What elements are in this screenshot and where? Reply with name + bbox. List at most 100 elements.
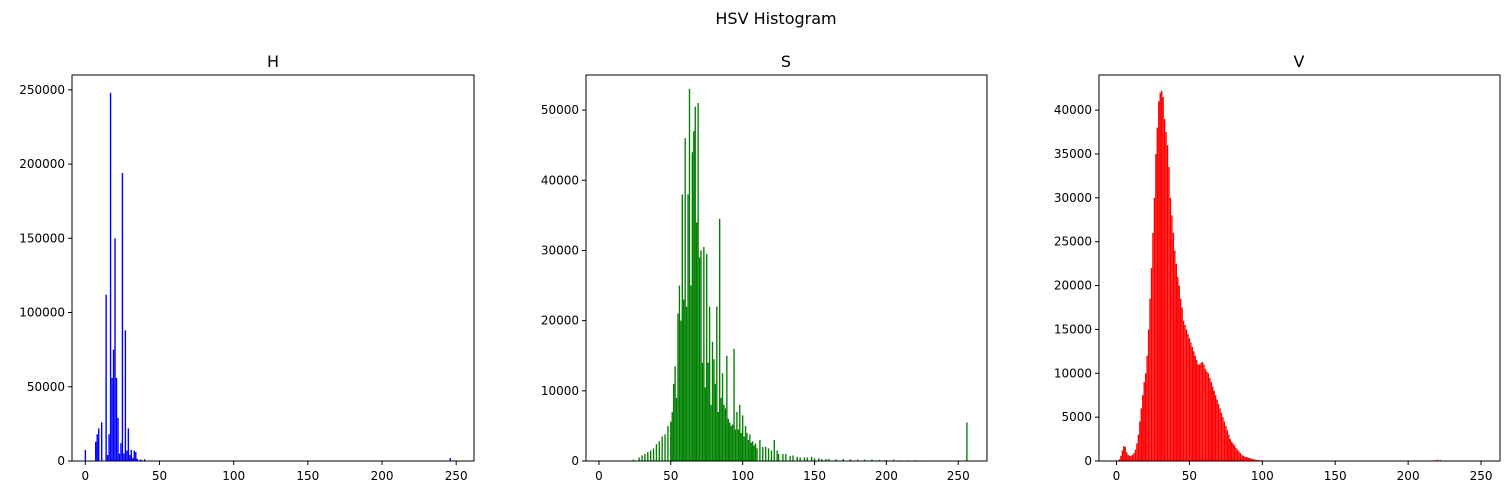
histogram-bar [1209,377,1211,461]
histogram-bar [1194,355,1196,461]
histogram-bar [1200,362,1202,461]
histogram-bar [1172,232,1175,461]
histogram-bar [1153,197,1156,461]
histogram-bar [1245,457,1247,461]
histogram-bar [966,422,968,461]
histogram-bar [1182,320,1185,461]
histogram-bar [1187,333,1189,461]
figure-title: HSV Histogram [715,9,836,28]
histogram-bar [716,306,718,461]
y-tick-label: 30000 [1054,191,1092,205]
histogram-bar [813,458,816,461]
histogram-bar [1207,373,1210,461]
histogram-bar [759,439,761,461]
histogram-bar [139,459,141,461]
histogram-bar [1162,96,1164,462]
histogram-bar [1156,127,1159,461]
histogram-bar [727,418,729,461]
histogram-bar [746,432,748,461]
histogram-bar [710,404,712,461]
histogram-bar [1241,454,1243,461]
x-tick-label: 150 [803,469,826,483]
histogram-bar [737,429,740,461]
histogram-bar [1161,90,1163,461]
y-tick-label: 25000 [1054,235,1092,249]
histogram-bar [647,451,649,461]
x-tick-label: 200 [1397,469,1420,483]
histogram-bar [674,366,676,461]
histogram-bar [1213,390,1215,461]
histogram-bar [1121,450,1124,461]
y-tick-label: 20000 [1054,279,1092,293]
histogram-bar [723,404,725,461]
histogram-bar [782,453,784,461]
histogram-bar [111,377,113,461]
histogram-bar [711,341,714,461]
axes-frame-v [1098,74,1501,462]
histogram-bar [818,458,820,461]
x-tick-label: 200 [875,469,898,483]
histogram-bar [803,457,806,461]
histogram-bar [736,411,738,461]
histogram-bar [1244,456,1246,461]
histogram-bar [100,422,103,461]
histogram-bar [1130,455,1132,461]
histogram-bar [1249,458,1252,461]
histogram-bar [770,450,773,461]
histogram-bar [776,450,778,461]
histogram-bar [1436,459,1438,461]
y-tick-label: 0 [571,454,579,468]
histogram-bar [1171,215,1173,461]
histogram-bar [1247,457,1249,461]
histogram-bar [1252,459,1255,461]
y-tick-label: 40000 [541,173,579,187]
histogram-bar [1155,153,1157,461]
y-tick-label: 250000 [19,83,65,97]
histogram-bar [671,411,673,461]
histogram-bar [821,458,823,461]
histogram-bar [1191,346,1194,461]
histogram-bar [789,456,791,461]
histogram-bar [661,436,663,461]
histogram-bar [749,434,751,461]
histogram-bar [1177,276,1179,461]
histogram-bar [664,434,666,461]
histogram-bar [658,441,660,461]
histogram-bar [649,450,652,461]
histogram-bar [1146,355,1148,461]
histogram-bar [864,459,866,461]
histogram-bar [767,448,770,461]
histogram-bar [115,377,118,461]
histogram-bar [733,348,735,461]
histogram-bar [132,458,134,461]
histogram-bar [799,457,801,461]
histogram-bar [1179,298,1182,461]
histogram-bar [120,443,122,461]
histogram-bar [1175,263,1177,461]
histogram-bar [1143,382,1145,461]
histogram-bar [680,320,682,461]
histogram-bar [695,222,698,461]
histogram-bar [114,238,116,461]
y-tick-label: 20000 [541,314,579,328]
histogram-bar [1166,145,1169,461]
histogram-bar [677,313,679,461]
histogram-bar [1188,338,1191,461]
histogram-bar [754,443,757,461]
histogram-bar [1193,351,1195,461]
histogram-bar [1118,459,1121,461]
histogram-bar [721,373,724,461]
panel-h: H 0 50 100 150 200 250 0 50000 100000 150000 20000… [19,52,475,483]
bars-v [1118,90,1468,462]
x-tick-label: 0 [1113,469,1121,483]
histogram-bar [1255,459,1258,461]
histogram-bar [123,453,125,461]
histogram-bar [1220,412,1223,461]
histogram-bar [743,436,745,461]
x-tick-label: 250 [947,469,970,483]
histogram-bar [1149,298,1151,461]
histogram-bar [1124,446,1126,461]
histogram-bar [638,457,640,461]
histogram-bar [1236,449,1239,461]
histogram-bar [1128,455,1131,461]
